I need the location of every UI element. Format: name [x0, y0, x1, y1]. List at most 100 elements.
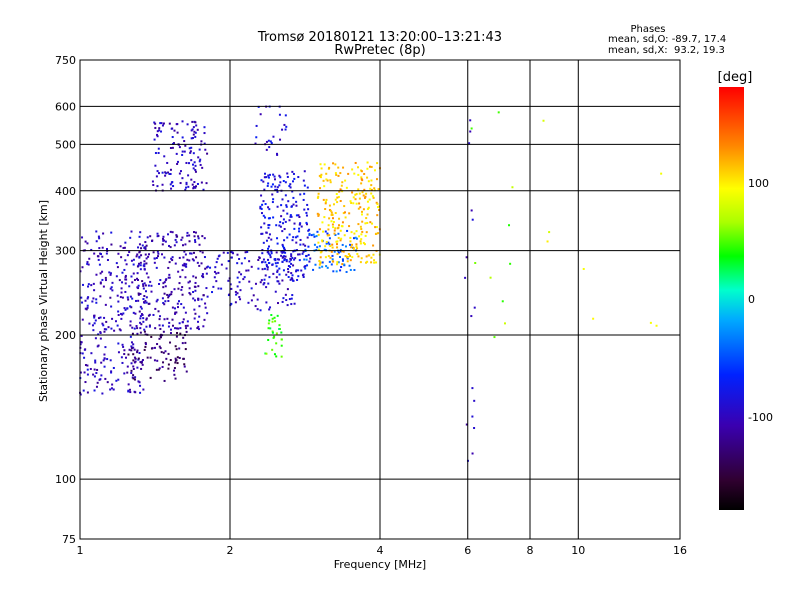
- data-point: [353, 237, 356, 240]
- data-point: [236, 262, 239, 265]
- data-point: [108, 271, 111, 274]
- data-point: [305, 221, 308, 224]
- data-point: [127, 390, 130, 393]
- data-point: [161, 243, 164, 246]
- data-point: [337, 174, 340, 177]
- data-point: [281, 251, 284, 254]
- data-point: [364, 195, 367, 198]
- data-point: [96, 368, 99, 371]
- data-point: [185, 181, 188, 184]
- data-point: [191, 128, 194, 131]
- data-point: [287, 270, 290, 273]
- data-point: [197, 156, 200, 159]
- data-point: [285, 299, 288, 302]
- data-point: [144, 253, 147, 256]
- data-point: [148, 324, 151, 327]
- data-point: [242, 278, 245, 281]
- data-point: [277, 258, 280, 261]
- data-point: [354, 236, 357, 239]
- data-point: [324, 230, 327, 233]
- data-point: [143, 282, 146, 285]
- data-point: [156, 359, 159, 362]
- data-point: [270, 252, 273, 255]
- data-point: [364, 222, 367, 225]
- data-point: [259, 309, 262, 312]
- data-point: [297, 275, 300, 278]
- data-point: [94, 319, 97, 322]
- data-point: [348, 254, 351, 257]
- data-point: [353, 232, 356, 235]
- data-point: [161, 171, 164, 174]
- data-point: [99, 331, 102, 334]
- data-point: [509, 262, 512, 265]
- data-point: [205, 182, 208, 185]
- data-point: [97, 258, 100, 261]
- grid-lines: [80, 60, 680, 539]
- data-point: [250, 299, 253, 302]
- data-point: [318, 245, 321, 248]
- data-point: [264, 216, 267, 219]
- data-point: [286, 304, 289, 307]
- data-point: [158, 129, 161, 132]
- data-point: [174, 311, 177, 314]
- data-point: [178, 322, 181, 325]
- data-point: [79, 393, 82, 396]
- data-point: [293, 302, 296, 305]
- data-point: [286, 175, 289, 178]
- data-point: [184, 276, 187, 279]
- data-point: [178, 146, 181, 149]
- data-point: [194, 281, 197, 284]
- data-point: [166, 161, 169, 164]
- data-point: [83, 348, 86, 351]
- data-point: [122, 345, 125, 348]
- data-point: [347, 255, 350, 258]
- data-point: [164, 285, 167, 288]
- data-point: [291, 170, 294, 173]
- data-point: [168, 261, 171, 264]
- data-point: [196, 327, 199, 330]
- data-point: [377, 188, 380, 191]
- data-point: [145, 296, 148, 299]
- data-point: [141, 359, 144, 362]
- data-point: [195, 185, 198, 188]
- data-point: [151, 347, 154, 350]
- data-point: [343, 234, 346, 237]
- data-point: [315, 235, 318, 238]
- data-point: [160, 130, 163, 133]
- data-point: [127, 353, 130, 356]
- data-point: [203, 237, 206, 240]
- data-point: [303, 258, 306, 261]
- data-point: [97, 333, 100, 336]
- data-point: [319, 256, 322, 259]
- data-point: [124, 241, 127, 244]
- data-point: [181, 264, 184, 267]
- data-point: [368, 254, 371, 257]
- data-point: [265, 301, 268, 304]
- data-point: [146, 356, 149, 359]
- data-point: [126, 307, 129, 310]
- data-point: [236, 253, 239, 256]
- data-point: [95, 230, 98, 233]
- data-point: [329, 179, 332, 182]
- data-point: [156, 185, 159, 188]
- data-point: [99, 272, 102, 275]
- data-point: [198, 315, 201, 318]
- data-point: [93, 316, 96, 319]
- data-point: [189, 293, 192, 296]
- data-point: [188, 287, 191, 290]
- data-point: [162, 122, 165, 125]
- x-axis-ticks: 1 2 4 6 8 10 16: [77, 544, 688, 557]
- data-point: [142, 320, 145, 323]
- data-point: [370, 261, 373, 264]
- data-point: [316, 230, 319, 233]
- data-point: [301, 252, 304, 255]
- data-point: [142, 283, 145, 286]
- data-point: [127, 383, 130, 386]
- data-point: [158, 367, 161, 370]
- data-point: [209, 266, 212, 269]
- data-point: [259, 281, 262, 284]
- data-point: [95, 301, 98, 304]
- data-point: [174, 262, 177, 265]
- colorbar: [719, 87, 744, 510]
- data-point: [293, 258, 296, 261]
